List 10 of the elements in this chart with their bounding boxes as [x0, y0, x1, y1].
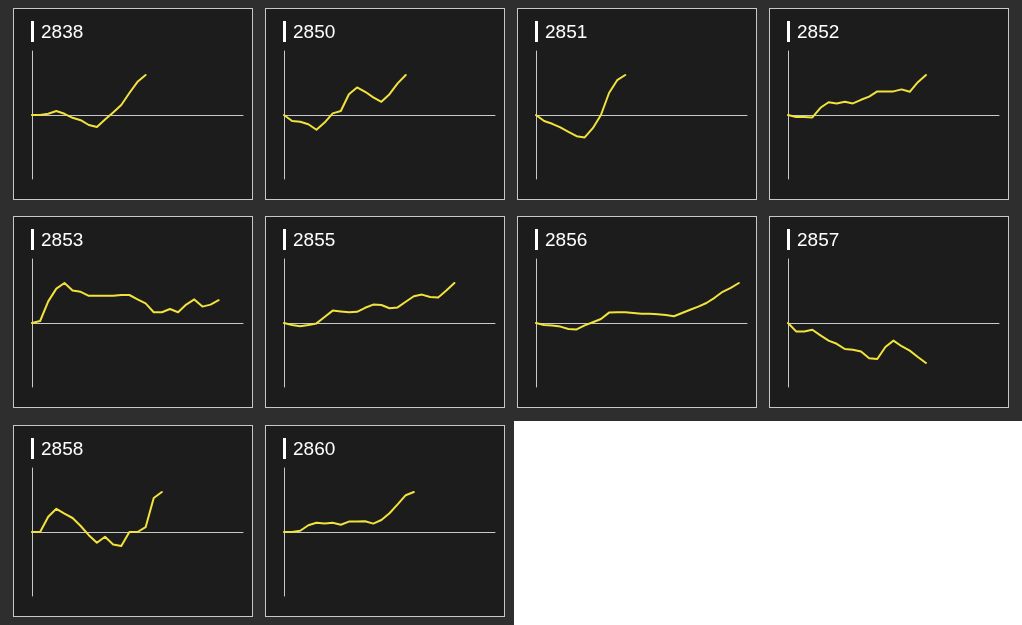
- chart-title: 2851: [545, 20, 588, 44]
- chart-title: 2838: [41, 20, 84, 44]
- chart-title: 2860: [293, 437, 336, 461]
- chart-title: 2852: [797, 20, 840, 44]
- chart-title: 2855: [293, 228, 336, 252]
- chart-title: 2857: [797, 228, 840, 252]
- chart-title: 2853: [41, 228, 84, 252]
- chart-title: 2858: [41, 437, 84, 461]
- chart-title: 2850: [293, 20, 336, 44]
- chart-title: 2856: [545, 228, 588, 252]
